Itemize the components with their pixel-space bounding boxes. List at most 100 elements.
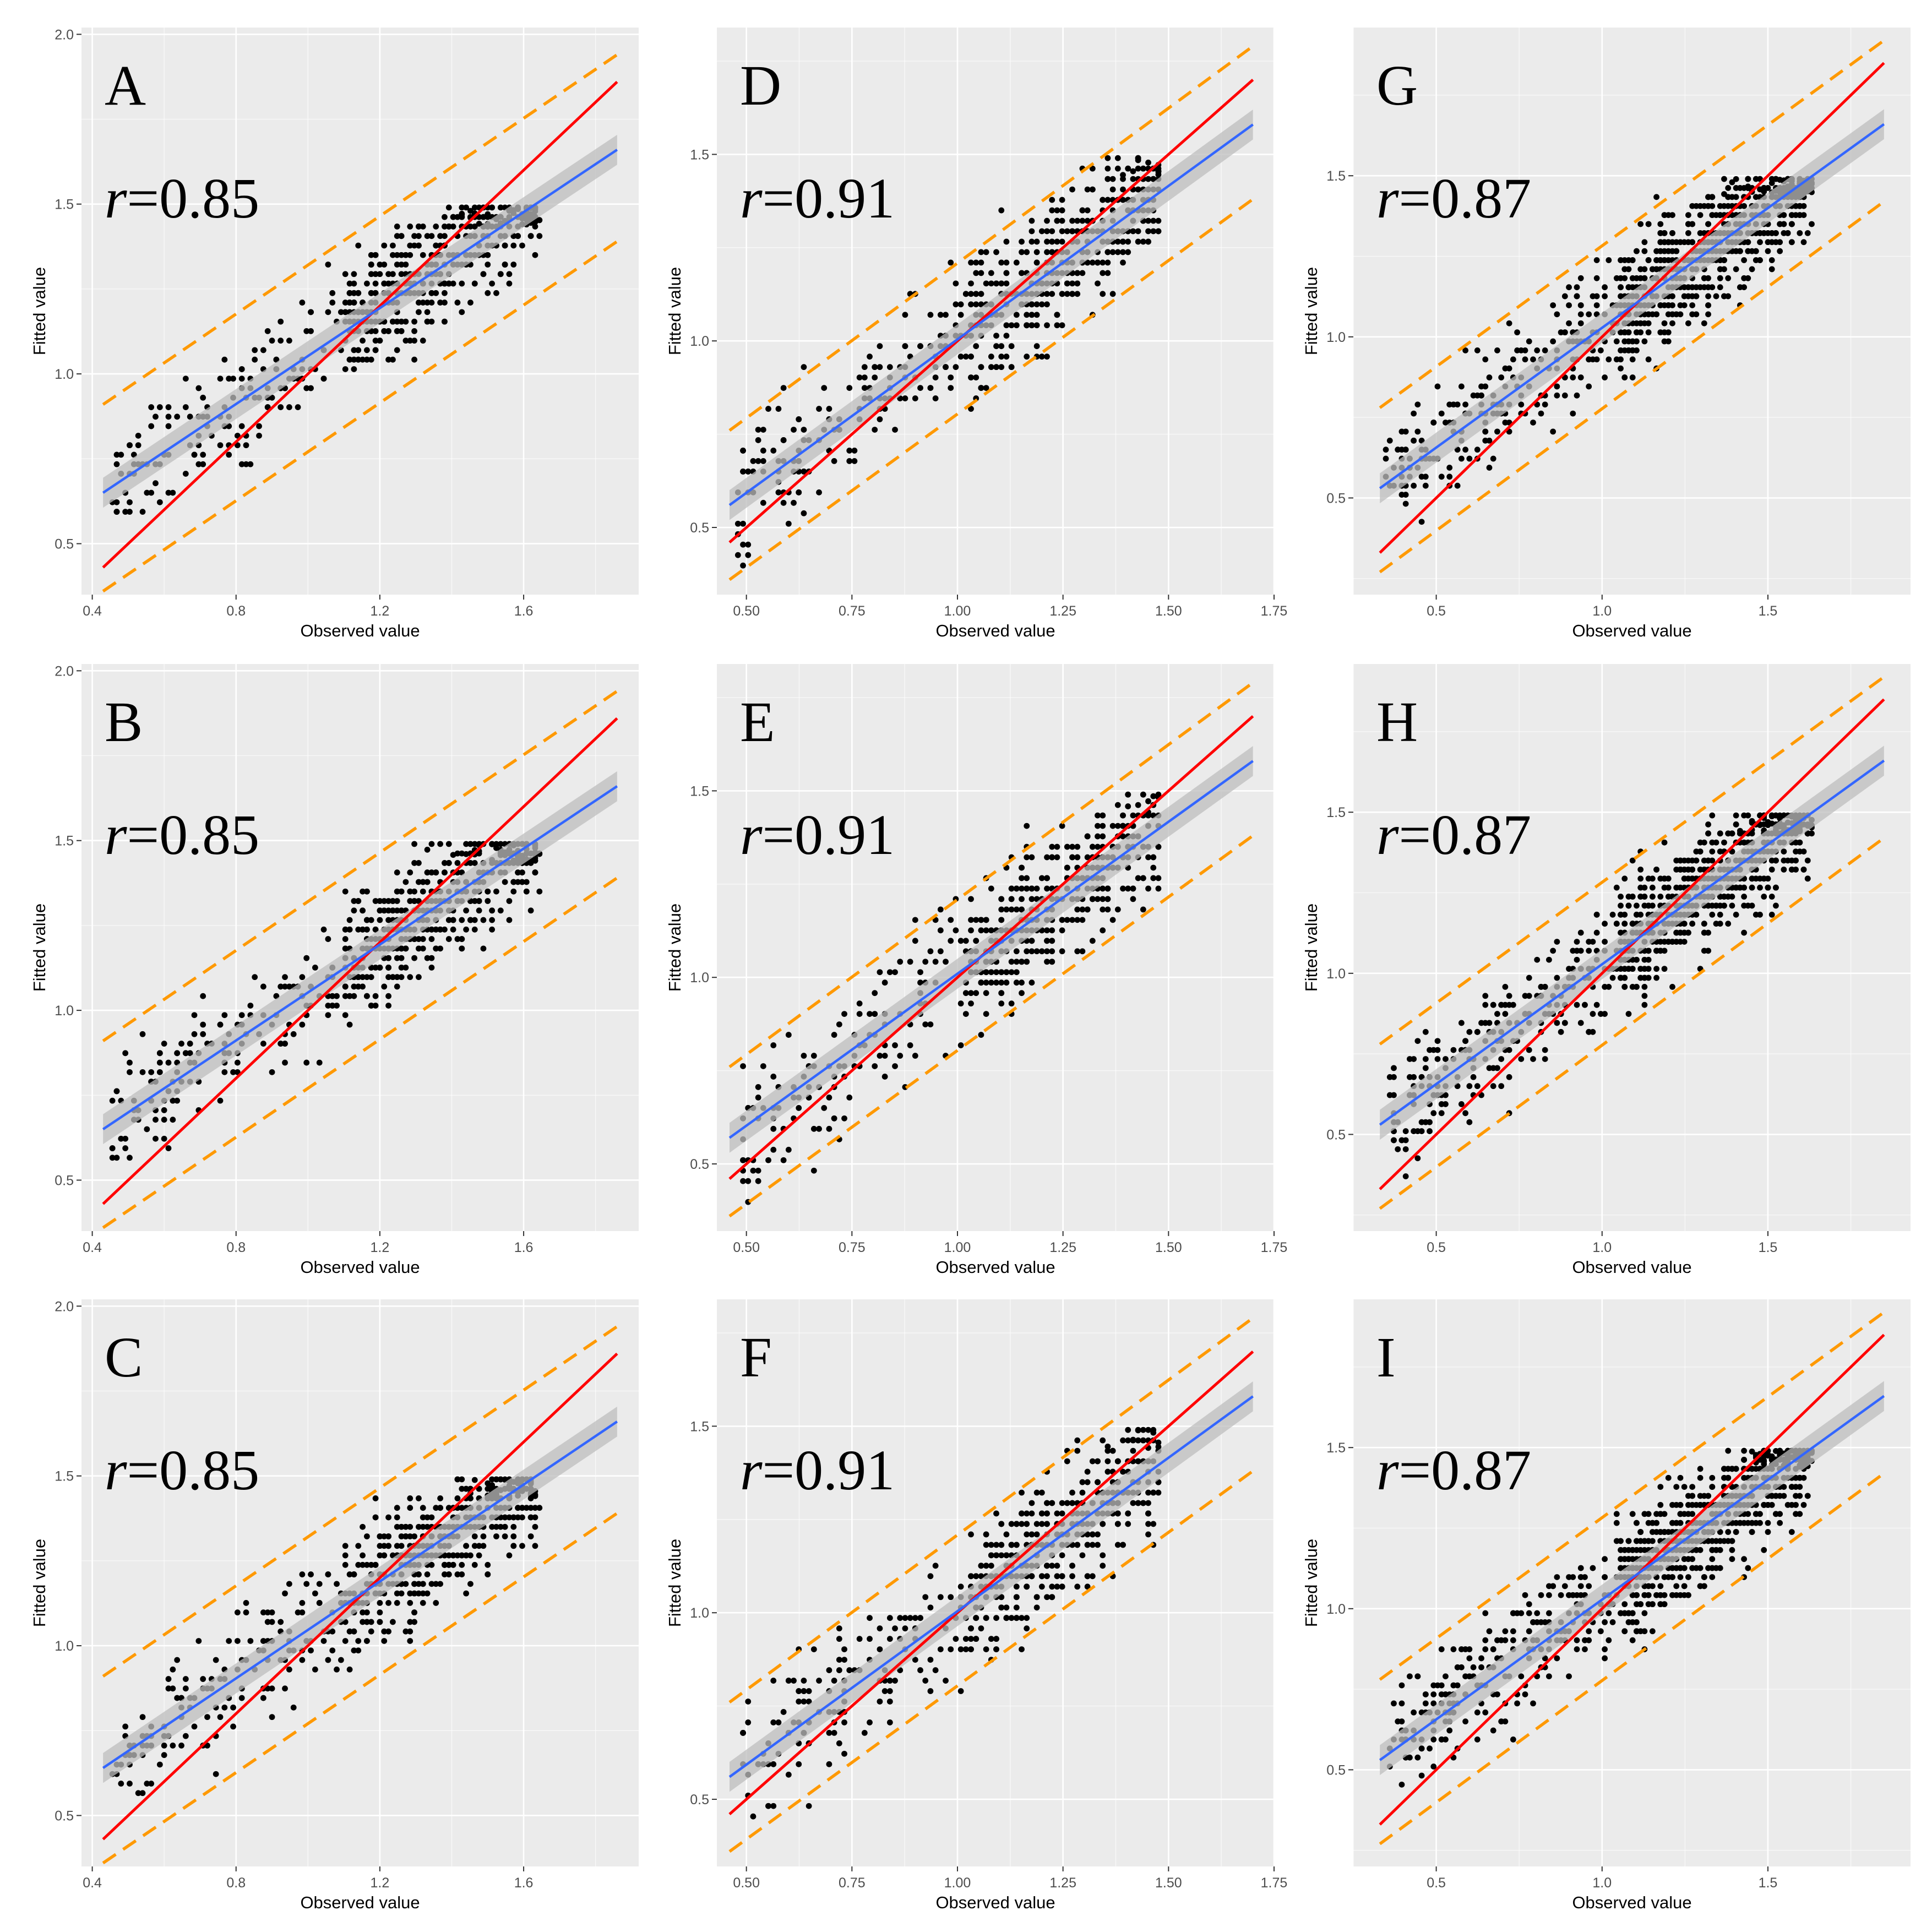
data-point [957,1583,964,1590]
y-axis-label: Fitted value [30,1539,49,1627]
data-point [877,364,883,371]
data-point [983,917,989,923]
data-point [1797,212,1803,219]
panel-letter: G [1376,54,1418,117]
data-point [791,1678,797,1684]
data-point [968,927,974,934]
data-point [1019,906,1025,913]
data-point [113,461,120,467]
data-point [467,1581,474,1587]
data-point [1114,906,1121,913]
data-point [1462,401,1469,408]
data-point [303,1059,310,1066]
data-point [1044,927,1050,934]
data-point [1104,176,1111,182]
data-point [1003,238,1010,245]
data-point [1095,823,1101,829]
data-point [178,1743,184,1749]
data-point [973,301,979,308]
x-tick-label: 1.6 [514,603,534,619]
data-point [372,338,379,344]
data-point [1645,221,1652,227]
data-point [1044,353,1050,360]
data-point [1104,885,1111,892]
data-point [407,1523,413,1530]
data-point [1054,238,1060,245]
data-point [877,343,883,350]
data-point [1100,1552,1106,1559]
data-point [411,356,417,363]
data-point [1038,1583,1045,1590]
data-point [1028,228,1035,235]
data-point [506,898,513,904]
data-point [325,1657,331,1663]
data-point [1574,939,1580,945]
data-point [109,1155,116,1161]
data-point [1717,284,1723,291]
data-point [1095,896,1101,902]
data-point [153,413,159,420]
y-tick-label: 1.0 [55,1003,74,1019]
data-point [801,468,807,475]
data-point [385,1543,391,1549]
prediction-lower-line [728,198,1254,581]
data-point [277,1619,284,1625]
data-point [1482,437,1489,444]
data-point [1019,959,1025,965]
data-point [433,869,439,876]
data-point [407,1533,413,1539]
data-point [467,224,474,230]
data-point [760,1063,766,1069]
data-point [420,888,426,895]
data-point [780,499,787,506]
data-point [1140,1427,1146,1433]
data-point [402,1581,409,1587]
data-point [411,898,417,904]
data-point [467,860,474,866]
data-point [978,291,984,297]
data-point [476,1543,482,1549]
data-point [360,1561,366,1568]
data-point [377,1533,383,1539]
data-point [1800,239,1807,246]
data-point [351,1628,357,1635]
y-tick-label: 1.0 [55,1639,74,1654]
data-point [1709,212,1716,219]
data-point [932,395,939,401]
data-point [471,1477,478,1483]
data-point [510,1514,517,1521]
data-point [922,959,929,965]
data-point [161,1041,167,1047]
data-point [1768,257,1775,263]
x-tick-label: 1.0 [1592,603,1612,619]
data-point [968,1000,974,1007]
data-point [1074,217,1081,224]
data-point [394,1505,400,1511]
data-point [1574,293,1580,300]
data-point [1038,1521,1045,1527]
data-point [998,280,1005,287]
data-point [420,1505,426,1511]
data-point [886,1615,893,1621]
data-point [437,233,443,239]
data-point [886,1636,893,1642]
data-point [122,1135,129,1142]
data-point [325,1571,331,1577]
data-point [286,404,292,410]
data-point [269,1714,275,1721]
data-point [385,917,391,923]
data-point [1008,1615,1015,1621]
data-point [351,898,357,904]
data-point [1114,823,1121,829]
data-point [463,907,470,914]
data-point [1757,257,1763,263]
data-point [221,356,228,363]
data-point [1669,983,1675,990]
data-point [122,1145,129,1151]
data-point [1033,301,1040,308]
data-point [998,1594,1005,1601]
data-point [1013,979,1020,986]
data-point [411,233,417,239]
data-point [1618,275,1624,281]
data-point [1705,203,1711,209]
